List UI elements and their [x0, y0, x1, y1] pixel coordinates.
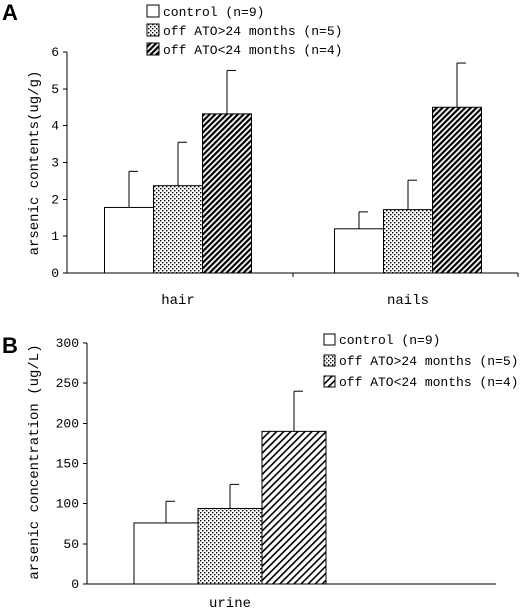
- legend-label: off ATO>24 months (n=5): [163, 24, 342, 39]
- y-tick-label: 200: [56, 416, 79, 431]
- legend-swatch: [146, 23, 160, 37]
- y-tick-label: 6: [51, 45, 59, 60]
- legend-label: off ATO<24 months (n=4): [339, 375, 518, 390]
- legend-label: control (n=9): [339, 333, 440, 348]
- bar: [153, 185, 203, 274]
- y-tick-label: 100: [56, 497, 79, 512]
- category-label: hair: [161, 293, 195, 309]
- legend-swatch: [323, 333, 336, 346]
- legend-swatch: [146, 4, 160, 18]
- chart-panel-a: A arsenic contents(ug/g) 0 1 2 3 4 5 6 hair nail…: [2, 0, 519, 309]
- chart-panel-b: B arsenic concentration (ug/L) 0 50 100 150…: [2, 333, 518, 612]
- y-tick-label: 150: [56, 457, 79, 472]
- y-axis-title-a: arsenic contents(ug/g): [27, 71, 43, 256]
- y-tick-label: 0: [71, 577, 79, 592]
- legend-swatch: [146, 42, 160, 56]
- panel-label-a: A: [2, 0, 18, 25]
- y-tick-label: 1: [51, 229, 59, 244]
- bar: [334, 228, 384, 274]
- legend-label: off ATO<24 months (n=4): [163, 43, 342, 58]
- category-label: nails: [387, 293, 429, 309]
- bar: [432, 106, 482, 274]
- y-tick-label: 50: [63, 537, 79, 552]
- bar: [197, 507, 263, 585]
- bar: [261, 430, 327, 585]
- y-tick-label: 250: [56, 376, 79, 391]
- category-label: urine: [209, 596, 251, 612]
- y-tick-label: 3: [51, 156, 59, 171]
- legend-label: off ATO>24 months (n=5): [339, 354, 518, 369]
- y-tick-label: 5: [51, 82, 59, 97]
- y-axis-title-b: arsenic concentration (ug/L): [27, 344, 43, 579]
- legend-swatch: [323, 375, 336, 388]
- y-tick-label: 300: [56, 336, 79, 351]
- y-tick-label: 0: [51, 266, 59, 281]
- legend-label: control (n=9): [163, 5, 264, 20]
- y-tick-label: 2: [51, 192, 59, 207]
- y-tick-label: 4: [51, 119, 59, 134]
- bar: [133, 522, 199, 585]
- panel-label-b: B: [2, 333, 18, 358]
- bar: [202, 113, 252, 274]
- legend-swatch: [323, 354, 336, 367]
- bar: [104, 206, 154, 274]
- bar: [383, 209, 433, 274]
